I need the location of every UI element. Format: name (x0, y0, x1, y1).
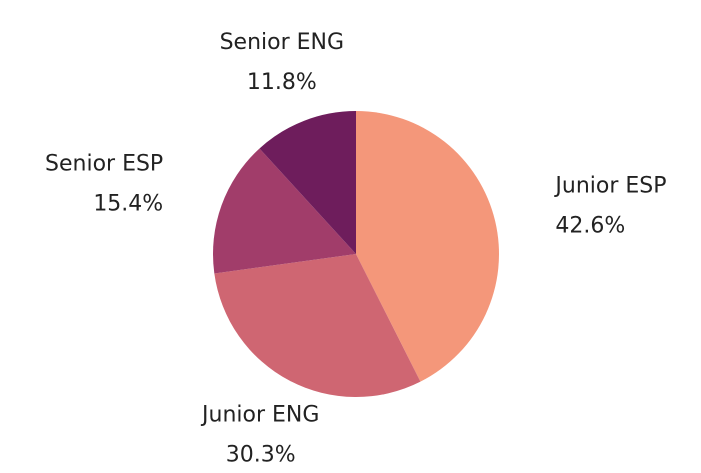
slice-value: 15.4% (93, 191, 163, 216)
slice-value: 42.6% (555, 214, 625, 239)
pie-slice (213, 148, 356, 274)
slice-label: Junior ENG (200, 403, 319, 428)
pie-slice (356, 111, 499, 382)
slice-label: Senior ENG (220, 30, 344, 55)
slice-label: Junior ESP (553, 174, 666, 199)
slice-value: 30.3% (226, 443, 296, 468)
pie-slice (214, 254, 421, 397)
slice-value: 11.8% (247, 70, 317, 95)
pie-slice (259, 111, 356, 254)
slice-label: Senior ESP (45, 151, 163, 176)
